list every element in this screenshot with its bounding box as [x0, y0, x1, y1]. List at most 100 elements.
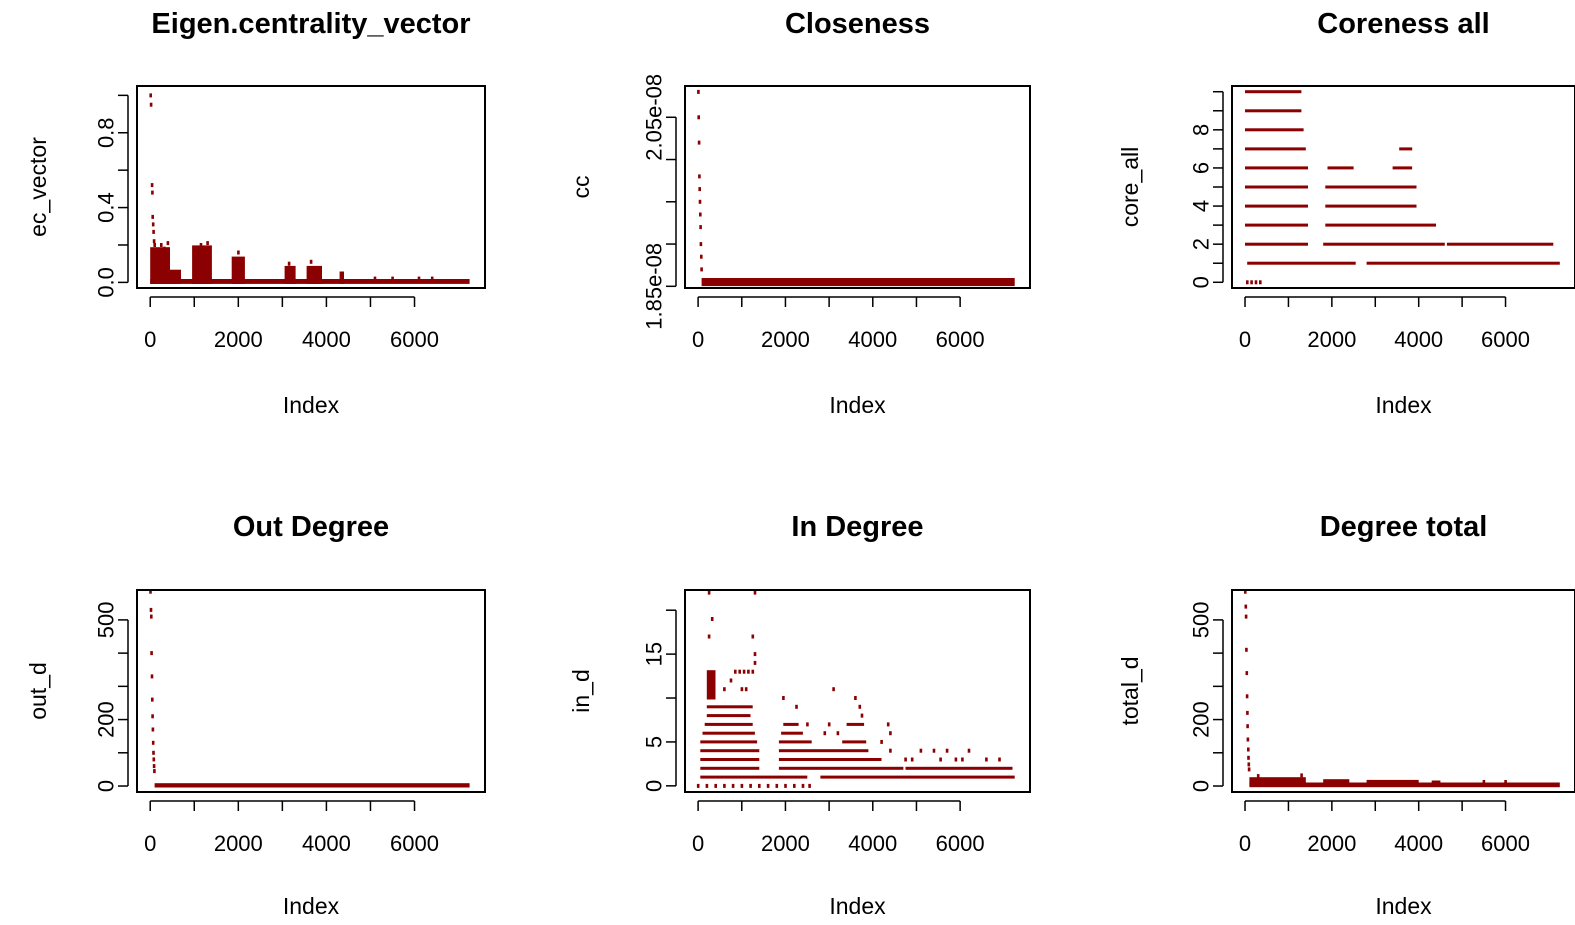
- data-point-band: [192, 245, 212, 284]
- data-point-band: [1323, 242, 1445, 246]
- y-axis-label: core_all: [1117, 147, 1143, 228]
- data-point: [152, 764, 156, 769]
- x-tick-label: 6000: [936, 831, 985, 856]
- x-axis: 0 2000 4000 6000: [144, 296, 439, 352]
- data-point: [723, 687, 726, 692]
- data-point: [1246, 724, 1249, 729]
- data-point: [153, 243, 156, 247]
- y-tick-label: 5: [642, 736, 667, 748]
- data-point: [954, 757, 958, 762]
- x-tick-label: 4000: [1394, 327, 1443, 352]
- data-point-band: [778, 740, 812, 744]
- data-point-band: [778, 766, 904, 770]
- data-point: [832, 687, 835, 692]
- plot-frame: [1231, 589, 1575, 793]
- data-point: [1246, 737, 1250, 742]
- x-tick-label: 4000: [1394, 831, 1443, 856]
- x-tick-label: 4000: [848, 831, 897, 856]
- data-point-band: [846, 722, 865, 726]
- data-point-band: [706, 714, 751, 718]
- data-point: [149, 93, 152, 98]
- data-point-band: [842, 740, 867, 744]
- data-point-band: [1446, 242, 1554, 246]
- data-point: [166, 241, 170, 246]
- data-point: [697, 140, 701, 145]
- data-point: [698, 199, 702, 204]
- x-tick-label: 0: [144, 327, 156, 352]
- data-point: [1250, 280, 1253, 285]
- data-point: [1482, 780, 1486, 784]
- data-point-band: [704, 722, 753, 726]
- data-point: [723, 783, 726, 788]
- data-point: [150, 674, 154, 679]
- data-point-band: [1327, 166, 1354, 170]
- data-point: [697, 115, 700, 120]
- data-point-band: [284, 265, 296, 284]
- data-point: [740, 783, 744, 788]
- data-point: [151, 697, 154, 702]
- data-point: [753, 652, 757, 657]
- data-point: [1244, 604, 1248, 609]
- plot-panel-5: 0 2000 4000 6000 0 5 15 In Degree Index in_d: [568, 511, 1031, 919]
- data-point: [823, 731, 827, 736]
- plot-panel-2: 0 2000 4000 6000 1.85e-08 2.05e-08 Closeness In…: [568, 8, 1031, 418]
- data-point-band: [1245, 204, 1308, 208]
- data-point: [705, 783, 709, 788]
- data-point: [860, 713, 864, 718]
- data-point: [696, 783, 700, 788]
- y-tick-label: 0.0: [94, 267, 119, 298]
- y-tick-label: 0.4: [94, 192, 119, 223]
- data-point-band: [1366, 261, 1560, 265]
- data-point-band: [701, 278, 1015, 287]
- data-point-band: [306, 265, 322, 284]
- data-point: [738, 669, 741, 674]
- data-point: [156, 248, 159, 253]
- data-point: [808, 783, 811, 788]
- data-point: [742, 669, 746, 674]
- data-point: [904, 757, 907, 762]
- data-point: [699, 242, 703, 247]
- data-point: [699, 225, 702, 230]
- data-point: [985, 757, 988, 762]
- data-point: [775, 783, 779, 788]
- plot-panel-1: 0 2000 4000 6000 0.0 0.4 0.8 Eigen.centrality_v…: [25, 8, 486, 418]
- data-point: [700, 267, 703, 272]
- data-point-band: [783, 722, 799, 726]
- data-point: [1245, 647, 1248, 652]
- data-point: [910, 757, 914, 762]
- data-point: [714, 783, 717, 788]
- data-point: [707, 634, 711, 639]
- x-axis-label: Index: [1375, 392, 1432, 418]
- data-point-band: [1399, 147, 1413, 151]
- data-point-band: [1245, 90, 1302, 94]
- data-point: [151, 740, 155, 745]
- data-point: [152, 239, 156, 244]
- plot-panel-3: 0 2000 4000 6000 0 2 4 6 8 Coreness all Index core_…: [1117, 8, 1575, 418]
- data-point: [373, 276, 377, 281]
- data-point: [858, 704, 862, 709]
- data-point: [782, 696, 785, 700]
- data-point: [1247, 747, 1250, 752]
- data-point: [163, 246, 166, 251]
- data-point: [287, 261, 291, 266]
- data-point-band: [1323, 779, 1350, 786]
- data-point: [740, 687, 744, 692]
- data-point: [149, 589, 152, 594]
- data-point-band: [702, 731, 755, 735]
- data-point: [199, 243, 203, 247]
- data-point: [237, 250, 240, 255]
- plot-frame: [136, 589, 486, 793]
- x-tick-label: 2000: [214, 831, 263, 856]
- data-point-band: [700, 758, 760, 761]
- x-tick-label: 2000: [761, 831, 810, 856]
- plot-points: [696, 590, 1015, 788]
- plot-frame: [1231, 85, 1575, 289]
- x-axis: 0 2000 4000 6000: [692, 296, 985, 352]
- x-axis-label: Index: [283, 392, 340, 418]
- data-point: [149, 102, 153, 107]
- data-point: [1247, 767, 1251, 772]
- data-point-band: [706, 705, 753, 709]
- plot-points: [1245, 90, 1560, 285]
- data-point: [152, 750, 155, 755]
- data-point: [747, 669, 750, 674]
